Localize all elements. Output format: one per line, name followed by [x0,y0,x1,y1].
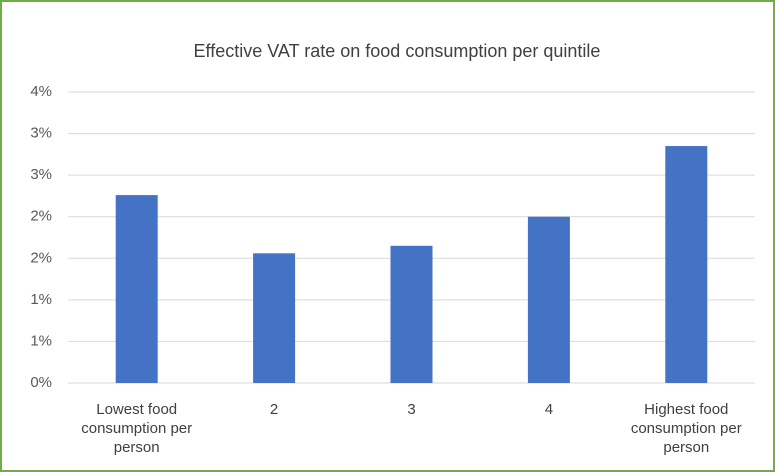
x-tick-label: 4 [544,401,554,418]
x-tick-label: 3 [407,401,416,418]
chart-title: Effective VAT rate on food consumption p… [194,41,601,61]
y-tick-label: 3% [30,166,52,183]
bar [253,253,296,383]
x-tick-label: Highest food consumption per person [630,401,742,456]
y-tick-label: 1% [30,291,52,308]
y-tick-label: 4% [30,83,52,100]
bar [665,146,708,383]
bar [115,195,158,383]
y-tick-label: 1% [30,332,52,349]
y-tick-label: 0% [30,374,52,391]
y-tick-label: 3% [30,125,52,142]
y-tick-label: 2% [30,249,52,266]
bar [390,245,433,383]
y-tick-label: 2% [30,208,52,225]
bar [527,216,570,383]
x-tick-label: Lowest food consumption per person [81,401,193,456]
x-tick-label: 2 [269,401,279,418]
